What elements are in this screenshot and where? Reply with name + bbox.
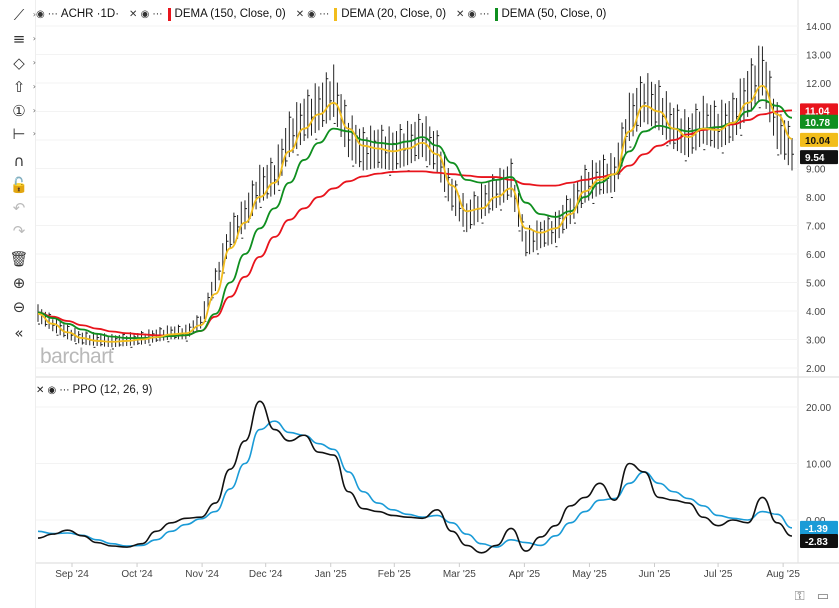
x-tick-label: Oct '24 [121,569,153,580]
close-icon[interactable]: ✕ ◉ ⋯ [295,8,330,20]
ppo-line [37,400,793,554]
dema150-swatch [167,7,171,21]
dema20-line [37,84,793,343]
x-tick-label: Jul '25 [704,569,733,580]
submenu-chevron-icon[interactable]: › [32,58,36,67]
y-tick-label: 12.00 [806,79,831,90]
x-tick-label: Sep '24 [55,569,89,580]
y-tick-label: 7.00 [806,222,826,233]
x-tick-label: Mar '25 [443,569,476,580]
zoom-out-icon[interactable]: ⊖ [12,298,26,316]
x-tick-label: May '25 [572,569,607,580]
legend-symbol[interactable]: ◉ ⋯ ACHR ·1D· [36,8,119,20]
close-icon[interactable]: ✕ ◉ ⋯ [36,384,70,396]
redo-icon[interactable]: ↷ [12,222,26,240]
y-tick-label: 10.00 [806,136,831,147]
y-tick-label: 5.00 [806,279,826,290]
y-tick-label: 6.00 [806,250,826,261]
close-icon[interactable]: ✕ ◉ ⋯ [129,8,163,20]
dema150-label: DEMA (150, Close, 0) [174,8,286,20]
submenu-chevron-icon[interactable]: › [32,129,36,138]
last-price-label-bg [800,150,838,165]
dema50-label: DEMA (50, Close, 0) [501,8,607,20]
submenu-chevron-icon[interactable]: › [32,82,36,91]
ppo-label: PPO (12, 26, 9) [72,384,153,396]
ppo-price-label: -2.83 [805,537,828,548]
close-icon[interactable]: ✕ ◉ ⋯ [456,8,490,20]
y-tick-label: 3.00 [806,336,826,347]
line-tool-icon[interactable]: ⟋ › [13,6,36,24]
lock-icon[interactable]: 🔓 [9,176,29,194]
footer-icons: ⚿ ▭ [795,589,829,604]
symbol-label: ACHR ·1D· [60,8,120,20]
fib-tool-icon[interactable]: ≡ › [12,30,36,48]
shapes-tool-icon[interactable]: ◇ › [13,54,36,72]
x-tick-label: Feb '25 [378,569,411,580]
x-tick-label: Dec '24 [249,569,283,580]
dema20-price-label: 10.04 [805,136,830,147]
ppo-y-tick-label: 20.00 [806,403,831,414]
zoom-in-icon[interactable]: ⊕ [12,274,26,292]
x-tick-label: Jun '25 [639,569,671,580]
signal-price-label: -1.39 [805,524,828,535]
ppo-y-tick-label: 0.00 [806,516,826,527]
trash-icon[interactable]: 🗑 [9,250,29,268]
ppo-y-tick-label: 10.00 [806,460,831,471]
y-tick-label: 11.00 [806,108,831,119]
y-tick-label: 4.00 [806,307,826,318]
y-tick-label: 8.00 [806,193,826,204]
window-icon[interactable]: ▭ [816,589,829,604]
dema20-label: DEMA (20, Close, 0) [341,8,447,20]
annotation-tool-icon[interactable]: ① › [12,102,36,120]
arrow-tool-icon[interactable]: ⇧ › [12,78,36,96]
last-price-label: 9.54 [805,153,825,164]
ppo-price-label-bg [800,533,838,548]
dema50-price-label-bg [800,114,838,129]
submenu-chevron-icon[interactable]: › [32,34,36,43]
x-tick-label: Jan '25 [315,569,347,580]
y-tick-label: 2.00 [806,364,826,375]
submenu-chevron-icon[interactable]: › [32,10,36,19]
main-legend: ◉ ⋯ ACHR ·1D· ✕ ◉ ⋯ DEMA (150, Close, 0)… [36,4,616,24]
legend-dema20[interactable]: ✕ ◉ ⋯ DEMA (20, Close, 0) [295,7,447,21]
y-tick-label: 9.00 [806,165,826,176]
dema20-swatch [334,7,338,21]
undo-icon[interactable]: ↶ [12,199,26,217]
x-tick-label: Nov '24 [185,569,219,580]
measure-tool-icon[interactable]: ⊢ › [12,125,36,143]
dema150-line [37,109,793,337]
barchart-watermark: barchart [40,345,114,368]
legend-dema50[interactable]: ✕ ◉ ⋯ DEMA (50, Close, 0) [456,7,607,21]
eye-icon[interactable]: ◉ ⋯ [36,8,58,20]
collapse-icon[interactable]: « [14,324,24,342]
y-tick-label: 13.00 [806,51,831,62]
legend-dema150[interactable]: ✕ ◉ ⋯ DEMA (150, Close, 0) [129,7,286,21]
dema50-swatch [494,7,498,21]
dema20-price-label-bg [800,132,838,147]
x-tick-label: Apr '25 [509,569,541,580]
signal-price-label-bg [800,520,838,535]
submenu-chevron-icon[interactable]: › [32,106,36,115]
drawing-toolbar: ⟋ › ≡ › ◇ › ⇧ › ① › ⊢ › ∩ 🔓 ↶ ↷ 🗑 ⊕ ⊖ « [0,0,36,608]
magnet-icon[interactable]: ∩ [13,152,25,170]
x-tick-label: Aug '25 [766,569,800,580]
ppo-signal-line [37,420,793,548]
dema150-price-label-bg [800,103,838,118]
dema50-line [37,99,793,339]
ppo-legend: ✕ ◉ ⋯ PPO (12, 26, 9) [36,381,152,399]
key-icon[interactable]: ⚿ [794,589,805,604]
dema50-price-label: 10.78 [805,118,830,129]
y-tick-label: 14.00 [806,22,831,33]
dema150-price-label: 11.04 [805,106,830,117]
